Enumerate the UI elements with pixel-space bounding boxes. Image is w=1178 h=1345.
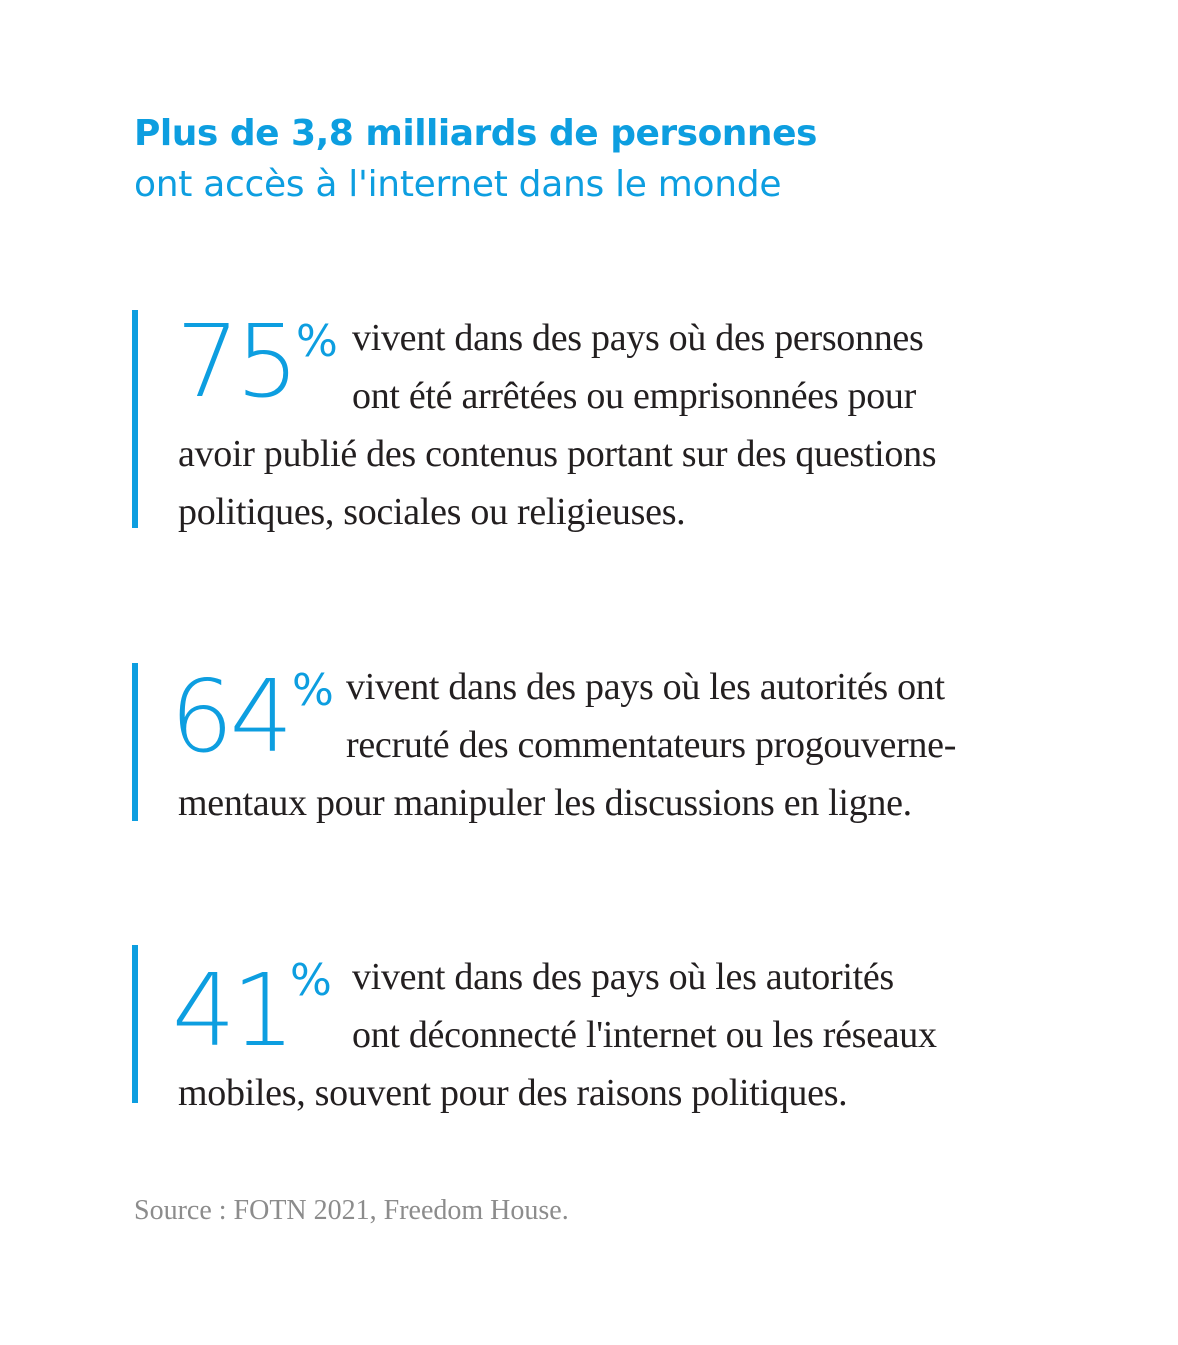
accent-bar [132, 310, 138, 528]
source-citation: Source : FOTN 2021, Freedom House. [134, 1195, 569, 1226]
stat-text-line: vivent dans des pays où les autorités on… [346, 666, 945, 708]
accent-bar [132, 945, 138, 1103]
infographic-title: Plus de 3,8 milliards de personnes ont a… [134, 108, 817, 210]
stat-number: 64 [170, 658, 293, 775]
stat-number: 75 [176, 303, 299, 420]
stat-text-line: ont été arrêtées ou emprisonnées pour [352, 375, 916, 417]
title-headline: Plus de 3,8 milliards de personnes [134, 113, 817, 154]
stat-text-line: mentaux pour manipuler les discussions e… [178, 782, 912, 824]
stat-text-line: politiques, sociales ou religieuses. [178, 491, 686, 533]
percent-sign: % [292, 665, 334, 716]
accent-bar [132, 663, 138, 821]
stat-text-line: avoir publié des contenus portant sur de… [178, 433, 937, 475]
stat-text-line: ont déconnecté l'internet ou les réseaux [352, 1014, 937, 1056]
stat-number: 41 [172, 952, 295, 1069]
title-subheadline: ont accès à l'internet dans le monde [134, 164, 782, 205]
stat-text-line: vivent dans des pays où des personnes [352, 317, 924, 359]
percent-sign: % [296, 316, 338, 367]
stat-text-line: recruté des commentateurs progouverne- [346, 724, 957, 766]
percent-sign: % [290, 955, 332, 1006]
stat-text-line: vivent dans des pays où les autorités [352, 956, 894, 998]
stat-text-line: mobiles, souvent pour des raisons politi… [178, 1072, 848, 1114]
